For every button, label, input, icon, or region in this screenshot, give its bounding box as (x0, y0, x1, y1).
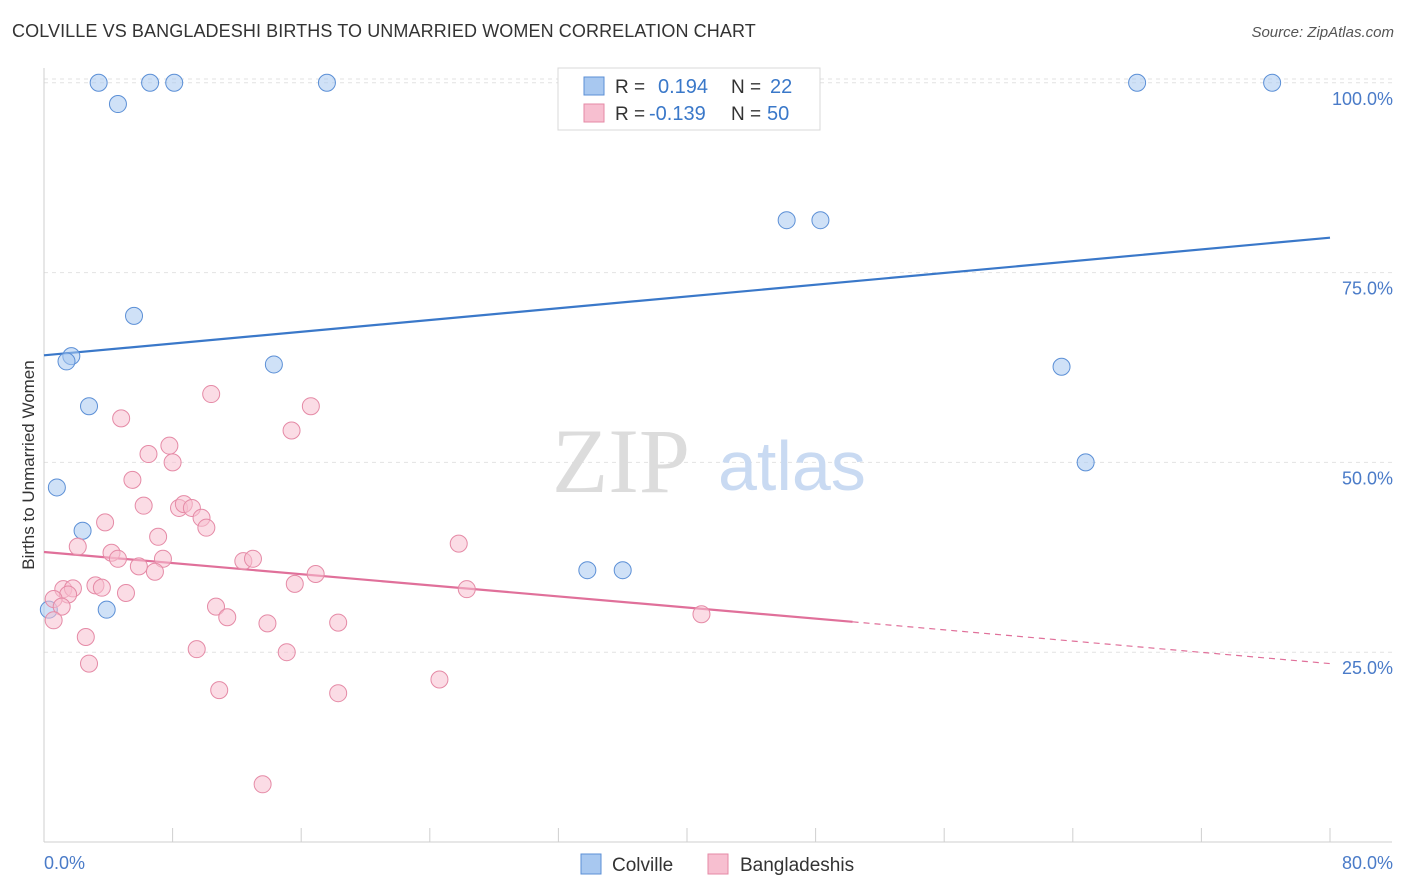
data-point-colville (1128, 73, 1147, 92)
data-point-bangladeshis (76, 628, 95, 647)
data-point-bangladeshis (202, 385, 221, 404)
data-point-colville (1052, 357, 1071, 376)
legend-r-value-colville: 0.194 (658, 76, 708, 98)
y-tick-labels: 25.0% 50.0% 75.0% 100.0% (1332, 89, 1393, 678)
watermark-zip: ZIP (552, 410, 690, 512)
data-point-colville (97, 600, 116, 619)
legend-box: R = 0.194 N = 22 R = -0.139 N = 50 (557, 67, 821, 131)
data-point-bangladeshis (112, 409, 131, 428)
trend-line-bangladeshis (43, 550, 853, 623)
source-label: Source: ZipAtlas.com (1251, 24, 1394, 41)
data-point-colville (125, 306, 144, 325)
axes (43, 68, 1392, 843)
trend-line-dashed-bangladeshis (852, 621, 1331, 665)
legend-n-value-colville: 22 (770, 76, 792, 98)
legend-swatch-colville (583, 76, 605, 96)
data-point-bangladeshis (129, 557, 148, 576)
trend-lines (43, 236, 1331, 665)
y-tick-label: 25.0% (1342, 658, 1393, 678)
data-point-bangladeshis (329, 684, 348, 703)
legend-swatch-bangladeshis (583, 103, 605, 123)
data-point-bangladeshis (153, 549, 172, 568)
data-point-bangladeshis (449, 534, 468, 553)
data-point-bangladeshis (134, 496, 153, 515)
data-point-bangladeshis (160, 436, 179, 455)
data-point-bangladeshis (243, 549, 262, 568)
data-point-colville (264, 355, 283, 374)
data-point-colville (73, 521, 92, 540)
data-point-bangladeshis (116, 583, 135, 602)
data-point-colville (165, 73, 184, 92)
data-point-colville (89, 73, 108, 92)
bottom-legend-colville: Colville (612, 855, 673, 876)
data-point-bangladeshis (44, 611, 63, 630)
data-point-bangladeshis (96, 513, 115, 532)
data-point-bangladeshis (430, 670, 449, 689)
legend-n-label: N = (731, 77, 761, 98)
data-point-colville (80, 397, 99, 416)
x-tick-label: 80.0% (1342, 853, 1393, 873)
bottom-legend-swatch-bangladeshis (707, 853, 729, 875)
data-point-colville (57, 352, 76, 371)
legend-r-label: R = (615, 77, 645, 98)
legend-n-value-bangladeshis: 50 (767, 103, 789, 125)
data-point-bangladeshis (258, 614, 277, 633)
data-point-bangladeshis (123, 470, 142, 489)
data-point-bangladeshis (187, 640, 206, 659)
data-point-bangladeshis (218, 608, 237, 627)
data-point-bangladeshis (457, 580, 476, 599)
data-point-colville (47, 478, 66, 497)
data-point-bangladeshis (163, 453, 182, 472)
data-point-colville (141, 73, 160, 92)
chart-title: COLVILLE VS BANGLADESHI BIRTHS TO UNMARR… (12, 21, 756, 41)
data-point-colville (1263, 73, 1282, 92)
data-point-colville (1076, 453, 1095, 472)
bottom-legend: Colville Bangladeshis (580, 853, 854, 876)
data-point-colville (317, 73, 336, 92)
data-point-bangladeshis (80, 654, 99, 673)
data-point-bangladeshis (92, 578, 111, 597)
data-point-bangladeshis (68, 537, 87, 556)
bottom-legend-bangladeshis: Bangladeshis (740, 855, 854, 876)
data-point-bangladeshis (197, 518, 216, 537)
data-point-colville (108, 95, 127, 114)
y-tick-label: 75.0% (1342, 279, 1393, 299)
legend-r-label: R = (615, 104, 645, 125)
data-point-bangladeshis (52, 597, 71, 616)
data-point-bangladeshis (210, 681, 229, 700)
data-point-colville (613, 561, 632, 580)
legend-n-label: N = (731, 104, 761, 125)
data-point-bangladeshis (285, 574, 304, 593)
data-point-bangladeshis (139, 445, 158, 464)
data-point-bangladeshis (306, 564, 325, 583)
data-point-bangladeshis (329, 613, 348, 632)
x-tick-labels: 0.0% 80.0% (44, 853, 1393, 873)
data-point-bangladeshis (301, 397, 320, 416)
data-point-bangladeshis (282, 421, 301, 440)
data-point-bangladeshis (692, 605, 711, 624)
y-axis-label: Births to Unmarried Women (19, 360, 38, 569)
y-tick-label: 100.0% (1332, 89, 1393, 109)
data-point-bangladeshis (253, 775, 272, 794)
data-point-bangladeshis (149, 527, 168, 546)
bottom-legend-swatch-colville (580, 853, 602, 875)
data-point-bangladeshis (207, 597, 226, 616)
data-point-bangladeshis (145, 562, 164, 581)
x-tick-label: 0.0% (44, 853, 85, 873)
data-points (39, 73, 1282, 794)
data-point-colville (578, 561, 597, 580)
data-point-colville (811, 211, 830, 230)
data-point-bangladeshis (277, 643, 296, 662)
trend-line-colville (43, 236, 1331, 357)
y-tick-label: 50.0% (1342, 468, 1393, 488)
data-point-bangladeshis (108, 549, 127, 568)
data-point-colville (777, 211, 796, 230)
legend-r-value-bangladeshis: -0.139 (649, 103, 706, 125)
watermark-atlas: atlas (718, 427, 866, 505)
